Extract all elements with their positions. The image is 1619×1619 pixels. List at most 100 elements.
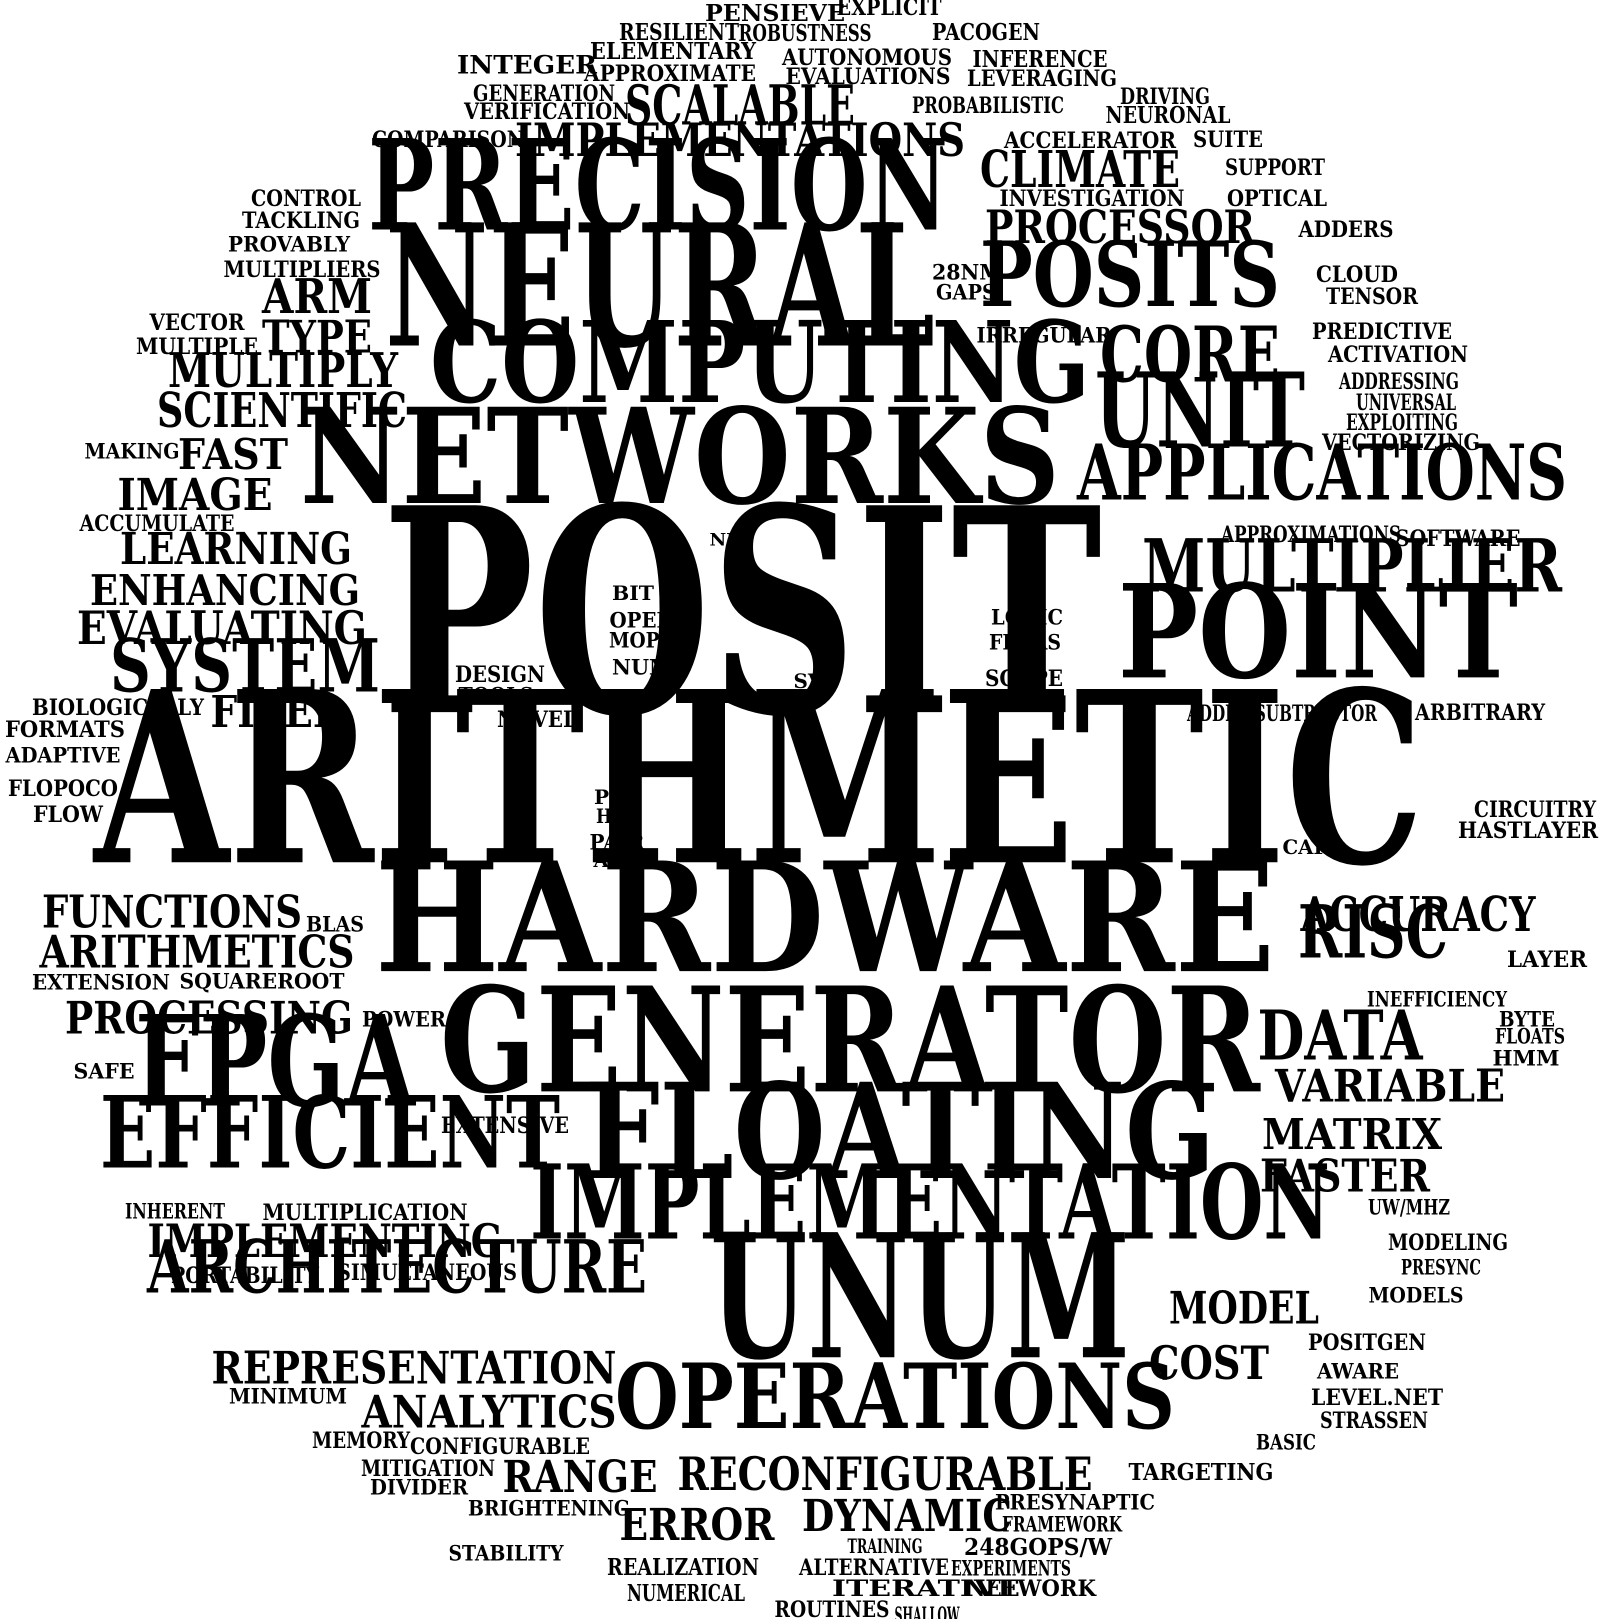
word-multiply: MULTIPLY <box>167 343 399 400</box>
word-safe: SAFE <box>73 1058 135 1084</box>
word-blas: BLAS <box>306 911 364 937</box>
word-nm: NM <box>709 530 747 551</box>
word-formats: FORMATS <box>4 716 126 743</box>
word-fpgas: FPGAS <box>989 629 1061 655</box>
word-simultaneous: SIMULTANEOUS <box>337 1259 517 1286</box>
word-sve: SVE <box>793 669 839 694</box>
word-core: CORE <box>1099 310 1281 401</box>
word-precision: PRECISION <box>368 111 948 260</box>
word-implementations: IMPLEMENTATIONS <box>515 112 965 167</box>
word-implementation: IMPLEMENTATION <box>530 1142 1330 1264</box>
word-extensive: EXTENSIVE <box>440 1112 570 1139</box>
word-hardware: HARDWARE <box>374 828 1276 1008</box>
word-enhancing: ENHANCING <box>90 564 360 615</box>
word-num: NUM <box>612 654 672 680</box>
word-exploiting: EXPLOITING <box>1346 409 1458 436</box>
word-hls: HLS <box>596 804 636 829</box>
word-optical: OPTICAL <box>1226 185 1328 212</box>
word-minimum: MINIMUM <box>229 1383 347 1409</box>
word-accuracy: ACCURACY <box>1300 887 1536 944</box>
word-gaps: GAPS <box>935 279 997 305</box>
word-inference: INFERENCE <box>972 45 1108 74</box>
word-faster: FASTER <box>1259 1149 1431 1203</box>
word-flow: FLOW <box>32 801 104 828</box>
word-adders: ADDERS <box>1298 216 1394 243</box>
word-variable: VARIABLE <box>1274 1059 1506 1113</box>
word-functions: FUNCTIONS <box>42 885 302 939</box>
word-vector: VECTOR <box>149 309 245 336</box>
word-approximate: APPROXIMATE <box>583 60 757 87</box>
word-brightening: BRIGHTENING <box>468 1495 630 1521</box>
word-extension: EXTENSION <box>31 969 171 995</box>
word-provably: PROVABLY <box>227 231 351 257</box>
word-arm: ARM <box>262 269 372 326</box>
word-circuitry: CIRCUITRY <box>1474 796 1596 823</box>
word-risc: RISC <box>1297 890 1449 976</box>
word-matrix: MATRIX <box>1262 1108 1442 1159</box>
word-uw-mhz: UW/MHZ <box>1368 1194 1450 1220</box>
word-adaptive: ADAPTIVE <box>5 742 121 768</box>
word-model: MODEL <box>1169 1281 1319 1335</box>
word-network: NETWORK <box>966 1575 1096 1602</box>
word-realization: REALIZATION <box>607 1553 759 1582</box>
word-analytics: ANALYTICS <box>361 1385 617 1439</box>
word-arithmetic: ARITHMETIC <box>94 640 1424 920</box>
word-computing: COMPUTING <box>429 297 1091 429</box>
word-alternative: ALTERNATIVE <box>798 1554 950 1581</box>
word-inefficiency: INEFFICIENCY <box>1367 986 1507 1012</box>
word-evaluating: EVALUATING <box>76 600 368 655</box>
word-open: OPEN <box>609 607 675 633</box>
word-training: TRAINING <box>847 1534 923 1559</box>
word-image: IMAGE <box>117 470 273 522</box>
word-multiplier: MULTIPLIER <box>1141 524 1563 610</box>
word-multiplication: MULTIPLICATION <box>262 1199 468 1226</box>
word-reconfigurable: RECONFIGURABLE <box>677 1446 1093 1501</box>
word-cost: COST <box>1149 1335 1269 1390</box>
word-predictive: PREDICTIVE <box>1312 318 1452 345</box>
word-fast: FAST <box>178 428 288 479</box>
word-strassen: STRASSEN <box>1319 1407 1429 1434</box>
word-layer: LAYER <box>1506 946 1588 973</box>
word-divider: DIVIDER <box>369 1474 469 1500</box>
word-bit: BIT <box>611 581 655 606</box>
word-scalable: SCALABLE <box>624 73 856 139</box>
word-presync: PRESYNC <box>1401 1254 1481 1280</box>
word-portability: PORTABILITY <box>171 1262 319 1289</box>
word-dynamic: DYNAMIC <box>802 1491 1012 1543</box>
word-arithmetics: ARITHMETICS <box>39 925 355 979</box>
word-shallow: SHALLOW <box>894 1602 960 1619</box>
word-making: MAKING <box>84 438 180 464</box>
word-cloud: CLOUD <box>1315 261 1399 288</box>
word-verification: VERIFICATION <box>464 98 630 125</box>
word-pacogen: PACOGEN <box>931 18 1041 47</box>
word-biologically: BIOLOGICALLY <box>31 694 205 721</box>
word-floating: FLOATING <box>584 1055 1216 1210</box>
word-unit: UNIT <box>1095 350 1305 472</box>
word-pair: PAIR <box>589 829 645 855</box>
word-climate: CLIMATE <box>980 139 1180 199</box>
word-peri: PERI <box>998 685 1050 711</box>
word-248gops-w: 248GOPS/W <box>963 1533 1113 1562</box>
word-irregular: IRREGULAR <box>976 322 1112 348</box>
word-universal: UNIVERSAL <box>1355 389 1457 416</box>
word-mops: MOPS <box>609 627 673 653</box>
word-neuronal: NEURONAL <box>1105 101 1231 130</box>
word-probabilistic: PROBABILISTIC <box>912 92 1064 119</box>
word-configurable: CONFIGURABLE <box>410 1433 590 1460</box>
word-driving: DRIVING <box>1120 83 1210 110</box>
word-unum: UNUM <box>709 1197 1131 1399</box>
word-processor: PROCESSOR <box>984 199 1256 254</box>
word-floats: FLOATS <box>1494 1023 1566 1049</box>
word-hmm: HMM <box>1492 1045 1560 1071</box>
word-memory: MEMORY <box>311 1427 411 1454</box>
word-representation: REPRESENTATION <box>211 1341 617 1395</box>
word-vectorizing: VECTORIZING <box>1322 429 1480 456</box>
word-targeting: TARGETING <box>1128 1458 1274 1487</box>
word-implementing: IMPLEMENTING <box>147 1213 503 1268</box>
word-models: MODELS <box>1368 1282 1464 1308</box>
word-support: SUPPORT <box>1224 154 1326 181</box>
word-comparison: COMPARISON <box>371 126 525 153</box>
word-integer: INTEGER <box>457 49 597 80</box>
word-numerical: NUMERICAL <box>627 1579 745 1608</box>
